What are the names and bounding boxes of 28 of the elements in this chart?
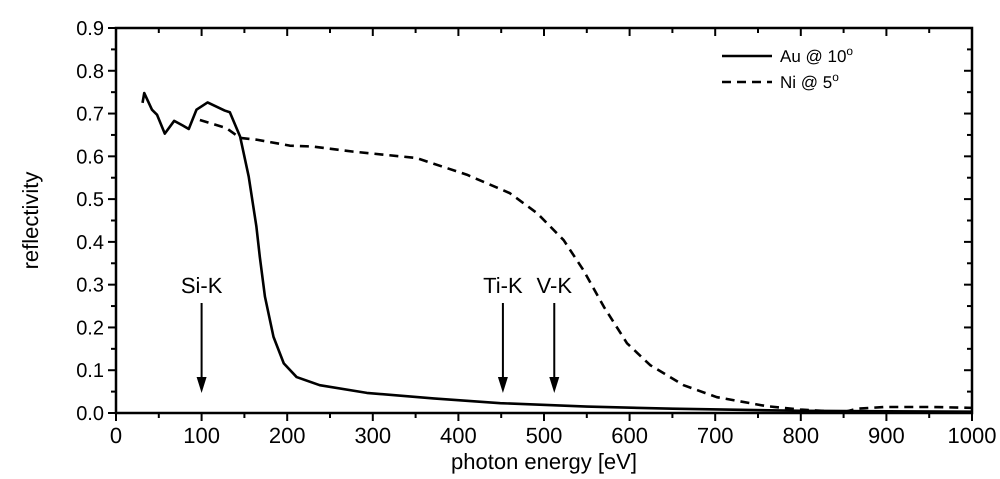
x-tick-label: 900 bbox=[868, 423, 905, 448]
y-tick-label: 0.6 bbox=[76, 146, 104, 168]
x-axis-title: photon energy [eV] bbox=[451, 449, 637, 474]
x-tick-label: 500 bbox=[526, 423, 562, 448]
x-tick-label: 600 bbox=[611, 423, 648, 448]
legend-label: Ni @ 5$^{o}$ bbox=[780, 70, 840, 92]
y-tick-label: 0.8 bbox=[76, 60, 104, 83]
y-axis-title: reflectivity bbox=[18, 172, 43, 270]
ref-line-label: Si-K bbox=[180, 273, 223, 298]
x-tick-label: 700 bbox=[696, 423, 734, 448]
y-tick-label: 0.5 bbox=[76, 189, 104, 212]
x-tick-label: 800 bbox=[782, 423, 820, 448]
y-tick-label: 0.4 bbox=[76, 232, 104, 254]
x-tick-label: 1000 bbox=[948, 423, 996, 448]
x-tick-label: 200 bbox=[268, 423, 306, 448]
legend-label: Au @ 10$^{o}$ bbox=[780, 44, 854, 66]
x-tick-label: 300 bbox=[354, 423, 392, 448]
y-tick-label: 0.1 bbox=[76, 360, 104, 382]
y-tick-label: 0.7 bbox=[76, 104, 104, 126]
ref-line-label: V-K bbox=[536, 273, 572, 298]
y-tick-label: 0.2 bbox=[76, 317, 104, 340]
x-tick-label: 100 bbox=[183, 423, 220, 448]
y-tick-label: 0.9 bbox=[76, 18, 104, 40]
y-tick-label: 0.3 bbox=[76, 274, 104, 297]
ref-line-label: Ti-K bbox=[483, 273, 523, 298]
y-tick-label: 0.0 bbox=[76, 403, 104, 425]
x-tick-label: 0 bbox=[110, 423, 122, 448]
x-tick-label: 400 bbox=[440, 423, 477, 448]
